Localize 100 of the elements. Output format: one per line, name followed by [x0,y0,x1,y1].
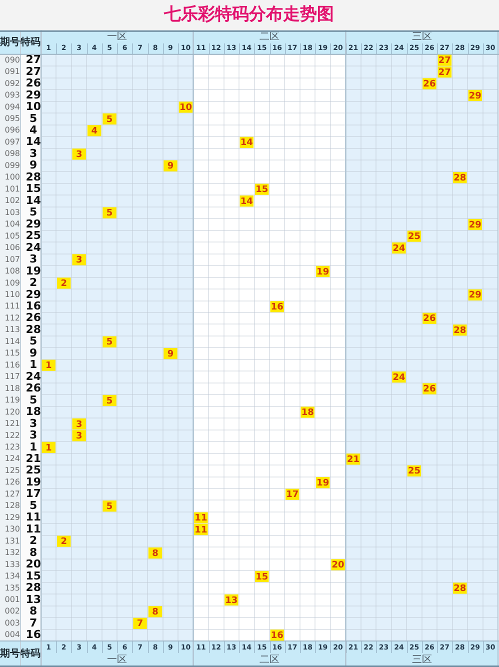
y2-tick-label: 4 [30,124,38,137]
data-label: 3 [76,432,82,442]
y2-tick-label: 5 [30,498,38,512]
data-label: 18 [301,408,314,418]
y-tick-label: 003 [4,618,20,628]
y2-tick-label: 24 [26,240,42,254]
y2-tick-label: 16 [26,299,42,312]
data-label: 3 [76,150,82,160]
data-label: 8 [152,608,158,618]
y2-tick-label: 11 [26,510,41,524]
y2-tick-label: 5 [30,206,38,219]
y2-tick-label: 13 [26,592,41,606]
data-label: 3 [76,420,82,430]
y2-tick-label: 5 [30,112,38,125]
y2-tick-label: 9 [30,346,38,360]
y2-axis-title: 特码 [20,36,40,48]
data-label: 26 [423,314,436,324]
data-label: 28 [454,326,466,336]
y-tick-label: 101 [4,184,20,194]
y2-tick-label: 26 [26,76,42,90]
data-label: 19 [316,478,330,488]
y2-tick-label: 29 [26,88,41,102]
data-label: 24 [392,244,406,254]
y-tick-label: 113 [4,325,20,334]
y2-tick-label: 14 [26,194,42,207]
y2-tick-label: 1 [30,440,38,454]
data-label: 2 [60,537,67,548]
y2-tick-label: 19 [26,264,41,278]
data-label: 14 [240,196,253,207]
data-label: 15 [256,185,268,196]
y-tick-label: 133 [4,560,20,569]
y-tick-label: 126 [4,478,20,487]
y-tick-label: 114 [4,336,20,346]
y2-tick-label: 5 [30,334,38,348]
y-tick-label: 135 [4,583,20,592]
y-tick-label: 124 [4,454,20,464]
y2-tick-label: 27 [26,53,41,66]
band-label: 二区 [260,31,280,42]
y-tick-label: 132 [4,548,20,558]
y2-tick-label: 16 [26,628,42,641]
y2-tick-label: 15 [26,569,41,582]
y2-tick-label: 3 [30,428,38,442]
y2-tick-label: 28 [26,170,41,184]
y2-tick-label: 17 [26,487,41,500]
data-label: 19 [316,267,330,278]
y2-tick-label: 8 [30,604,38,618]
y-tick-label: 102 [4,196,20,206]
y-tick-label: 103 [4,208,20,217]
y-tick-label: 123 [4,442,20,452]
y-tick-label: 096 [4,126,20,135]
y-tick-label: 092 [4,78,20,88]
y2-tick-label: 20 [26,558,42,571]
y2-tick-label: 24 [26,370,42,383]
y-tick-label: 121 [4,419,20,428]
data-label: 27 [438,68,451,78]
y2-tick-label: 25 [26,229,41,242]
y-tick-label: 117 [4,372,20,382]
y-tick-label: 112 [4,313,20,322]
y-tick-label: 004 [4,630,20,640]
y2-tick-label: 1 [30,358,38,372]
data-label: 5 [106,338,113,348]
data-label: 4 [91,126,98,136]
y-tick-label: 122 [4,430,20,440]
y2-tick-label: 27 [26,64,41,78]
y-tick-label: 098 [4,149,20,158]
y-tick-label: 100 [4,172,20,182]
data-label: 29 [468,220,482,230]
y-tick-label: 119 [4,396,20,405]
data-label: 26 [423,384,436,395]
y2-tick-label: 28 [26,322,41,336]
data-label: 1 [45,443,52,454]
y-tick-label: 094 [4,102,20,112]
text: 特码 [20,648,40,660]
y2-tick-label: 25 [26,464,41,477]
data-label: 3 [76,256,82,266]
data-label: 15 [256,572,268,582]
y-tick-label: 131 [4,536,20,546]
y2-tick-label: 2 [30,276,38,290]
y2-tick-label: 26 [26,311,42,324]
data-label: 1 [45,361,52,372]
y-tick-label: 104 [4,220,20,229]
data-label: 5 [106,502,113,512]
y2-tick-label: 2 [30,534,38,548]
band-label: 三区 [412,31,432,42]
y-tick-label: 093 [4,90,20,100]
text: 期号 [0,648,20,660]
y-tick-label: 109 [4,278,20,288]
data-label: 2 [60,279,67,290]
y2-tick-label: 28 [26,581,41,594]
y-tick-label: 108 [4,266,20,276]
y2-tick-label: 11 [26,522,41,536]
data-label: 24 [392,372,406,383]
y2-tick-label: 3 [30,146,38,160]
data-label: 29 [468,290,482,301]
y-tick-label: 127 [4,489,20,498]
y-tick-label: 097 [4,137,20,146]
data-label: 17 [286,490,299,500]
y-tick-label: 107 [4,254,20,264]
data-label: 25 [408,466,420,477]
y2-tick-label: 5 [30,393,38,406]
